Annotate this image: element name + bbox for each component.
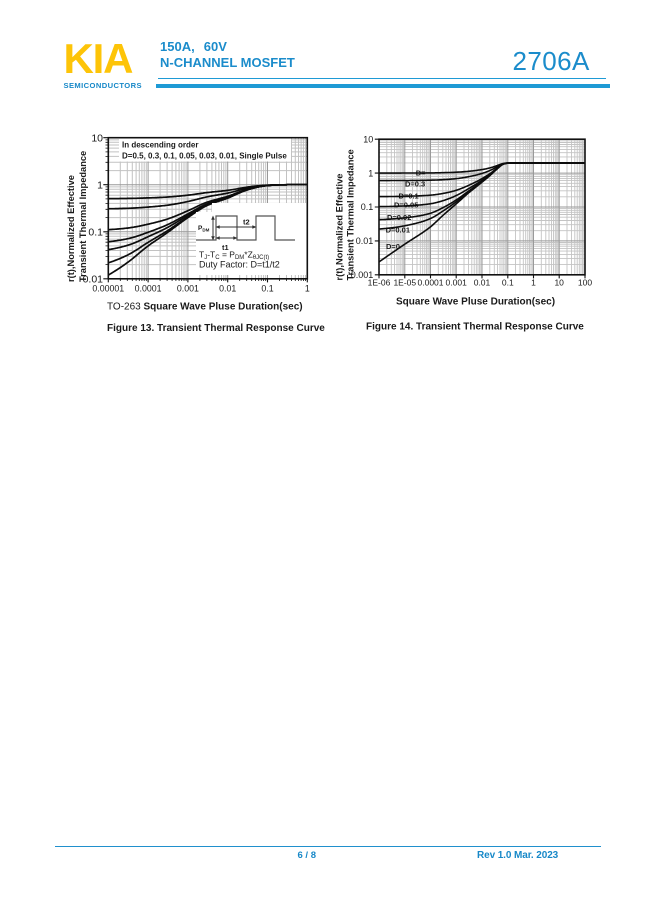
svg-text:Figure 13. Transient Thermal R: Figure 13. Transient Thermal Response Cu… [107, 323, 325, 334]
svg-text:In descending order: In descending order [122, 141, 198, 150]
svg-text:0.01: 0.01 [356, 236, 374, 246]
svg-text:D=0.3: D=0.3 [405, 180, 425, 189]
svg-text:1: 1 [97, 179, 103, 191]
svg-text:t1: t1 [222, 243, 229, 252]
svg-text:1: 1 [305, 284, 310, 294]
svg-text:0.01: 0.01 [474, 278, 491, 288]
svg-text:0.0001: 0.0001 [418, 278, 444, 288]
svg-text:0.01: 0.01 [219, 284, 236, 294]
svg-text:10: 10 [91, 132, 103, 144]
svg-text:1E-06: 1E-06 [368, 278, 391, 288]
svg-text:D=0.5‚ 0.3‚ 0.1‚ 0.05‚ 0.03‚ 0: D=0.5‚ 0.3‚ 0.1‚ 0.05‚ 0.03‚ 0.01‚ Singl… [122, 152, 287, 161]
svg-text:t2: t2 [243, 218, 250, 227]
svg-text:10: 10 [363, 134, 373, 144]
svg-text:1E-05: 1E-05 [393, 278, 416, 288]
svg-text:0.00001: 0.00001 [92, 284, 124, 294]
svg-text:0.1: 0.1 [502, 278, 514, 288]
svg-text:0.1: 0.1 [361, 202, 374, 212]
svg-text:Duty Factor: D=t1/t2: Duty Factor: D=t1/t2 [199, 260, 280, 270]
svg-text:TJ-TC = PDM*ZθJC(t): TJ-TC = PDM*ZθJC(t) [199, 250, 269, 262]
svg-text:100: 100 [578, 278, 592, 288]
svg-text:0.001: 0.001 [351, 270, 374, 280]
svg-text:TO-263 Square Wave Pluse Durat: TO-263 Square Wave Pluse Duration(sec) [107, 301, 303, 312]
svg-text:1: 1 [368, 168, 373, 178]
svg-text:D=0: D=0 [386, 242, 400, 251]
svg-text:10: 10 [554, 278, 564, 288]
svg-text:r(t),Normalized Effective: r(t),Normalized Effective [335, 174, 345, 281]
svg-text:0.001: 0.001 [177, 284, 199, 294]
svg-text:Figure 14. Transient Thermal R: Figure 14. Transient Thermal Response Cu… [366, 321, 584, 332]
svg-text:0.001: 0.001 [446, 278, 468, 288]
svg-text:r(t),Normalized Effective: r(t),Normalized Effective [66, 175, 76, 282]
svg-text:0.0001: 0.0001 [135, 284, 162, 294]
svg-text:1: 1 [531, 278, 536, 288]
svg-text:0.01: 0.01 [83, 273, 104, 285]
svg-text:D=0.02: D=0.02 [387, 213, 411, 222]
svg-text:Transient Thermal Impedance: Transient Thermal Impedance [346, 149, 356, 280]
svg-text:Square Wave Pluse Duration(sec: Square Wave Pluse Duration(sec) [396, 296, 555, 307]
svg-text:Transient Thermal Impedance: Transient Thermal Impedance [78, 151, 88, 282]
svg-text:D=0.01: D=0.01 [386, 226, 410, 235]
svg-text:PDM: PDM [198, 225, 210, 233]
svg-text:0.1: 0.1 [88, 226, 103, 238]
svg-text:0.1: 0.1 [261, 284, 273, 294]
svg-text:D=0.05: D=0.05 [394, 200, 418, 209]
